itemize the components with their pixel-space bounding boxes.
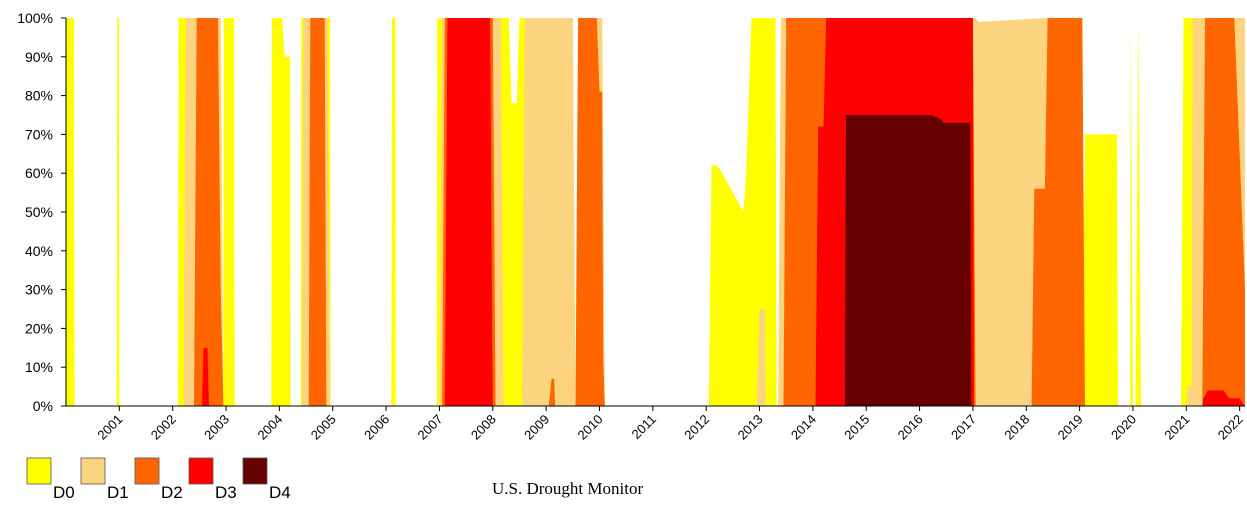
y-tick-label: 40% <box>25 243 53 259</box>
legend-label-d0: D0 <box>53 483 75 502</box>
x-tick-label: 2010 <box>575 412 606 443</box>
legend-label-d4: D4 <box>269 483 291 502</box>
x-tick-label: 2022 <box>1215 412 1246 443</box>
legend-swatch-d2 <box>134 457 160 485</box>
y-tick-label: 30% <box>25 282 53 298</box>
x-tick-label: 2016 <box>895 412 926 443</box>
x-tick-label: 2014 <box>788 412 819 443</box>
x-tick-label: 2005 <box>308 412 339 443</box>
y-tick-label: 80% <box>25 88 53 104</box>
x-tick-label: 2013 <box>735 412 766 443</box>
x-tick-label: 2017 <box>948 412 979 443</box>
x-tick-label: 2006 <box>361 412 392 443</box>
legend-label-d3: D3 <box>215 483 237 502</box>
legend-swatch-d4 <box>242 457 268 485</box>
series-area-d2 <box>66 18 1245 406</box>
x-tick-label: 2009 <box>521 412 552 443</box>
x-tick-label: 2019 <box>1055 412 1086 443</box>
legend-swatch-d1 <box>80 457 106 485</box>
x-axis-ticks: 2001 2002 2003 2004 2005 2006 2007 2008 2009 2010… <box>94 406 1246 443</box>
x-tick-label: 2012 <box>681 412 712 443</box>
x-tick-label: 2021 <box>1161 412 1192 443</box>
legend-label-d1: D1 <box>107 483 129 502</box>
x-tick-label: 2020 <box>1108 412 1139 443</box>
x-tick-label: 2015 <box>841 412 872 443</box>
y-tick-label: 10% <box>25 359 53 375</box>
legend-swatch-d3 <box>188 457 214 485</box>
x-tick-label: 2001 <box>94 412 125 443</box>
legend-label-d2: D2 <box>161 483 183 502</box>
y-tick-label: 90% <box>25 49 53 65</box>
y-tick-label: 60% <box>25 165 53 181</box>
y-tick-label: 0% <box>33 398 53 414</box>
series-area-d4 <box>66 115 1245 406</box>
y-tick-label: 70% <box>25 126 53 142</box>
x-tick-label: 2002 <box>148 412 179 443</box>
legend-swatch-d0 <box>26 457 52 485</box>
x-tick-label: 2011 <box>629 412 659 442</box>
x-tick-label: 2004 <box>254 412 285 443</box>
x-tick-label: 2003 <box>201 412 232 443</box>
y-axis-ticks: 0% 10% 20% 30% 40% 50% 60% 70% 80% 90% 100% <box>17 10 66 414</box>
y-tick-label: 20% <box>25 320 53 336</box>
legend: D0 D1 D2 D3 D4 <box>26 457 291 502</box>
x-tick-label: 2008 <box>468 412 499 443</box>
y-tick-label: 100% <box>17 10 53 26</box>
x-tick-label: 2018 <box>1001 412 1032 443</box>
source-label: U.S. Drought Monitor <box>492 479 643 498</box>
x-tick-label: 2007 <box>415 412 446 443</box>
y-tick-label: 50% <box>25 204 53 220</box>
plot-area <box>66 18 1245 406</box>
